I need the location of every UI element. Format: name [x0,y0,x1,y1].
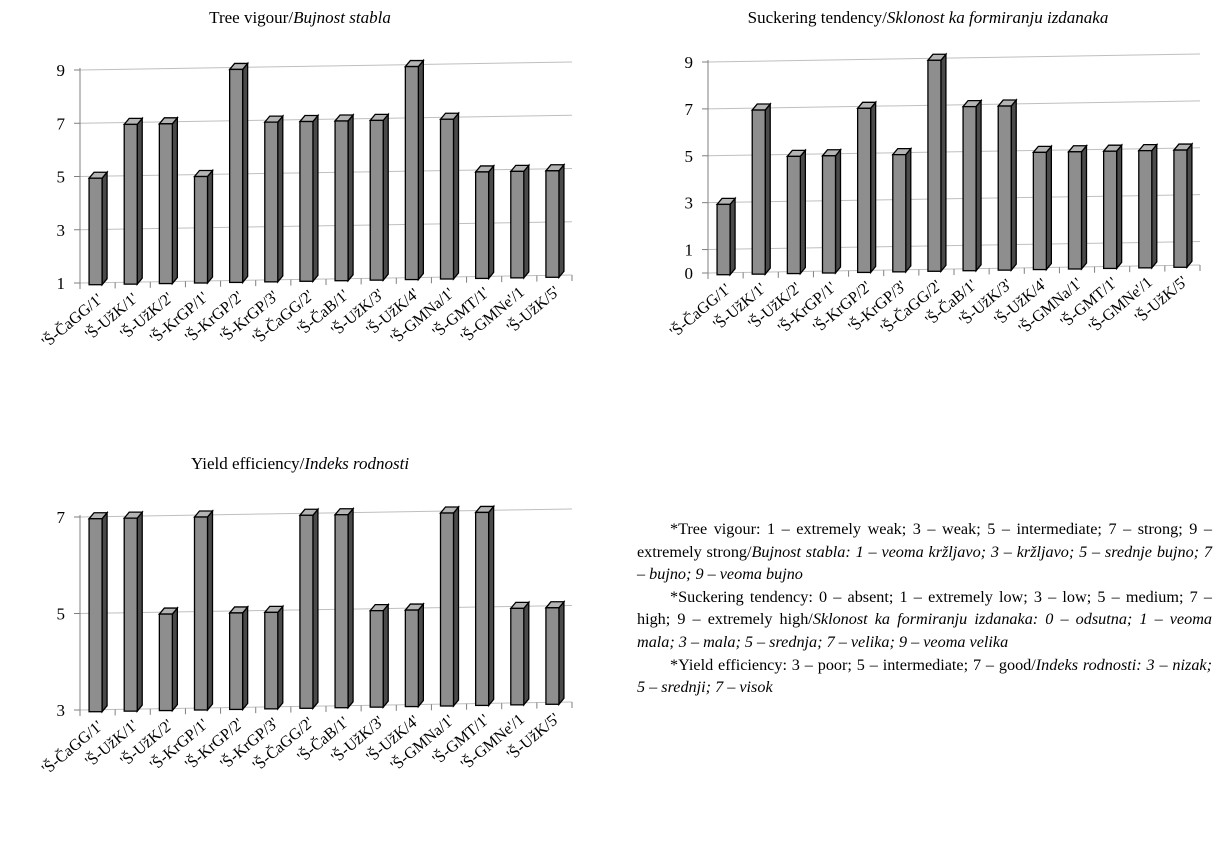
bar [368,602,390,709]
bar [474,504,496,708]
bar [715,196,737,277]
bar [439,111,460,281]
bar [1102,143,1124,271]
gridline [79,168,573,177]
y-tick-label: 1 [57,274,66,293]
bar [122,510,144,713]
bar [403,58,425,282]
bar [785,148,807,276]
bar [891,146,913,274]
gridline [707,53,1201,63]
y-tick-label: 5 [57,168,66,187]
bar [961,98,983,273]
bar [228,61,250,285]
legend-note-suckering: *Suckering tendency: 0 – absent; 1 – ext… [637,587,1212,651]
bar [122,116,144,286]
yield-efficiency-chart: Yield efficiency/Indeks rodnosti 3 5 7 'Š-Č… [0,438,600,847]
gridline [79,221,573,231]
bar [368,112,390,282]
y-tick-label: 3 [57,221,66,240]
y-tick-label: 3 [57,701,66,720]
y-tick-label: 5 [57,605,66,624]
gridline [707,194,1201,204]
suckering-tendency-plot: 013579'Š-ČaGG/1''Š-UžK/1''Š-UžK/2''Š-KrG… [666,52,1201,341]
bar [298,113,320,284]
y-tick-label: 7 [57,508,66,527]
rating-scale-notes: *Tree vigour: 1 – extremely weak; 3 – we… [637,518,1212,699]
bar [263,604,285,711]
gridline [707,241,1201,251]
bar [439,505,460,708]
bar [263,114,285,284]
suckering-tendency-chart: Suckering tendency/Sklonost ka formiranj… [628,0,1228,410]
gridline [79,605,573,614]
y-tick-label: 7 [57,114,66,133]
bar [750,102,772,276]
bar [228,605,250,712]
bar [821,147,842,275]
bar [193,168,214,285]
bar [298,507,320,711]
gridline [707,147,1201,157]
bar [856,100,878,275]
gridline [79,61,573,71]
chart-title: Tree vigour/Bujnost stabla [209,8,391,27]
y-tick-label: 9 [685,53,694,72]
bar [333,506,355,710]
bar [1137,142,1159,270]
chart-title: Yield efficiency/Indeks rodnosti [190,454,410,473]
tree-vigour-plot: 13579'Š-ČaGG/1''Š-UžK/1''Š-UžK/2''Š-KrGP… [38,58,573,351]
bar [193,509,214,712]
legend-note-yield: *Yield efficiency: 3 – poor; 5 – interme… [637,655,1212,697]
bar [157,606,179,713]
y-tick-label: 3 [685,194,694,213]
y-tick-label: 9 [57,61,66,80]
y-tick-label: 0 [685,264,694,283]
bar [403,602,425,709]
bar [474,164,496,281]
bar [544,599,566,707]
gridline [79,508,573,518]
y-tick-label: 1 [685,241,694,260]
bar [1172,142,1194,270]
tree-vigour-chart: Tree vigour/Bujnost stabla 1 3 5 7 9 'Š-ČaGG/… [0,0,600,410]
bar [87,170,109,287]
bar [87,510,109,714]
yield-efficiency-plot: 357'Š-ČaGG/1''Š-UžK/1''Š-UžK/2''Š-KrGP/1… [38,504,573,778]
bar [1067,143,1088,271]
bar [157,116,179,286]
y-tick-label: 5 [685,147,694,166]
gridline [79,114,573,124]
bar [1031,144,1053,272]
bar [926,52,948,274]
bar [509,600,531,707]
bar [333,113,355,283]
chart-title: Suckering tendency/Sklonost ka formiranj… [747,8,1109,27]
legend-note-tree-vigour: *Tree vigour: 1 – extremely weak; 3 – we… [637,520,1212,584]
bar [544,162,566,280]
bar [996,98,1018,272]
y-tick-label: 7 [685,100,694,119]
bar [509,163,531,280]
gridline [707,100,1201,110]
